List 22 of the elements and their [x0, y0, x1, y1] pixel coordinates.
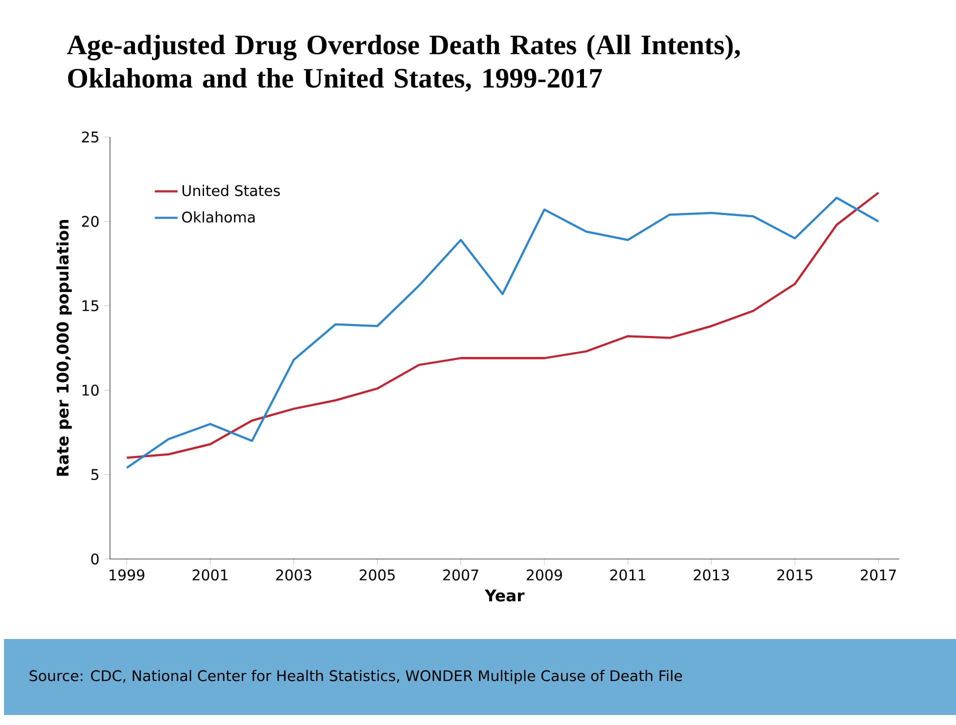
x-tick-label: 2007 — [443, 569, 478, 580]
x-tick-label: 2003 — [276, 569, 312, 580]
source-note: Source: CDC, National Center for Health Statistics, WONDER Multiple Cause of Death File — [30, 670, 682, 684]
legend-label: United States — [182, 184, 280, 196]
x-tick-label: 2005 — [360, 569, 395, 580]
y-tick-label: 15 — [82, 300, 98, 312]
y-tick-label: 25 — [82, 131, 98, 143]
chart-title: Age-adjusted Drug Overdose Death Rates (All Intents), Oklahoma and the United States, 1999-2017 — [66, 34, 740, 92]
x-tick-label: 2017 — [860, 569, 896, 580]
y-tick-label: 20 — [82, 216, 99, 227]
x-tick-label: 2001 — [192, 569, 228, 580]
y-axis-title: Rate per 100,000 population — [56, 220, 72, 476]
x-tick-label: 2009 — [526, 569, 562, 580]
x-tick-label: 2011 — [610, 569, 646, 580]
x-axis-title: Year — [484, 590, 524, 602]
x-tick-label: 2013 — [694, 569, 729, 580]
x-tick-label: 2015 — [777, 569, 812, 580]
y-tick-label: 0 — [91, 553, 99, 565]
x-tick-label: 1999 — [110, 569, 144, 580]
y-tick-label: 10 — [82, 384, 99, 396]
legend-label: Oklahoma — [182, 211, 255, 223]
y-tick-label: 5 — [91, 469, 98, 480]
